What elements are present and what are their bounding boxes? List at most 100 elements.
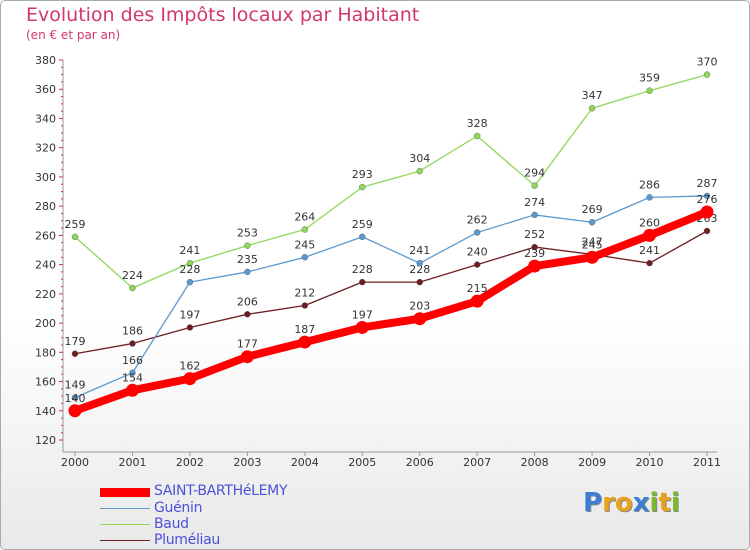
- data-label-saint-barth-lemy: 187: [294, 323, 315, 336]
- y-tick-label: 220: [35, 288, 56, 301]
- y-tick-label: 340: [35, 112, 56, 125]
- y-tick-label: 300: [35, 171, 56, 184]
- x-tick-label: 2008: [521, 456, 549, 469]
- x-tick-label: 2004: [291, 456, 319, 469]
- data-label-saint-barth-lemy: 177: [237, 338, 258, 351]
- data-label-gu-nin: 235: [237, 253, 258, 266]
- y-tick-label: 360: [35, 83, 56, 96]
- data-label-saint-barth-lemy: 276: [697, 193, 718, 206]
- y-tick-label: 380: [35, 54, 56, 67]
- x-tick-label: 2011: [693, 456, 721, 469]
- legend-label: Baud: [154, 516, 189, 532]
- data-point-saint-barth-lemy: [470, 294, 484, 308]
- x-tick-label: 2000: [61, 456, 89, 469]
- y-tick-label: 260: [35, 229, 56, 242]
- data-label-gu-nin: 166: [122, 354, 143, 367]
- chart-subtitle: (en € et par an): [26, 28, 121, 42]
- data-label-plum-liau: 212: [294, 287, 315, 300]
- data-point-gu-nin: [588, 219, 596, 226]
- data-label-baud: 328: [467, 117, 488, 130]
- data-label-baud: 304: [409, 152, 430, 165]
- data-point-saint-barth-lemy: [183, 372, 197, 386]
- data-point-plum-liau: [473, 261, 481, 268]
- data-point-saint-barth-lemy: [125, 383, 139, 397]
- data-label-gu-nin: 259: [352, 218, 373, 231]
- data-label-gu-nin: 149: [65, 379, 86, 392]
- data-point-gu-nin: [473, 229, 481, 236]
- data-label-baud: 224: [122, 269, 143, 282]
- data-label-saint-barth-lemy: 162: [179, 360, 200, 373]
- data-label-baud: 253: [237, 227, 258, 240]
- y-tick-label: 280: [35, 200, 56, 213]
- legend-label: Guénin: [154, 500, 203, 516]
- data-label-plum-liau: 197: [179, 308, 200, 321]
- data-label-baud: 359: [639, 72, 660, 85]
- data-label-gu-nin: 245: [294, 238, 315, 251]
- y-tick-label: 200: [35, 317, 56, 330]
- data-point-saint-barth-lemy: [700, 205, 714, 219]
- proxiti-logo: Proxiti: [583, 488, 680, 518]
- data-point-baud: [359, 183, 366, 191]
- y-tick-label: 140: [35, 405, 56, 418]
- data-label-plum-liau: 240: [467, 246, 488, 259]
- legend-label: Pluméliau: [154, 532, 220, 548]
- y-tick-label: 120: [35, 434, 56, 447]
- data-point-baud: [71, 233, 79, 241]
- x-tick-label: 2002: [176, 456, 204, 469]
- data-point-gu-nin: [646, 194, 653, 201]
- data-label-plum-liau: 179: [65, 335, 86, 348]
- y-tick-label: 180: [35, 346, 56, 359]
- data-point-plum-liau: [359, 278, 366, 286]
- data-point-baud: [703, 71, 711, 78]
- data-label-baud: 259: [65, 218, 86, 231]
- data-point-baud: [186, 259, 194, 267]
- y-tick-label: 240: [35, 259, 56, 272]
- data-label-plum-liau: 241: [639, 244, 660, 257]
- data-point-saint-barth-lemy: [68, 404, 82, 418]
- chart-title: Evolution des Impôts locaux par Habitant: [26, 4, 420, 26]
- series-line-saint-barth-lemy: [71, 208, 711, 415]
- data-point-gu-nin: [703, 192, 711, 200]
- data-label-saint-barth-lemy: 245: [582, 238, 603, 251]
- data-label-gu-nin: 274: [524, 196, 545, 209]
- legend-swatch-plumeliau: [100, 540, 150, 541]
- data-point-plum-liau: [703, 227, 711, 235]
- x-tick-label: 2009: [578, 456, 606, 469]
- data-label-plum-liau: 186: [122, 325, 143, 338]
- data-label-baud: 347: [582, 89, 603, 102]
- data-label-plum-liau: 206: [237, 295, 258, 308]
- data-point-baud: [301, 226, 309, 233]
- data-point-gu-nin: [129, 369, 136, 376]
- series-line-gu-nin: [74, 195, 708, 399]
- data-label-baud: 370: [697, 56, 718, 69]
- data-label-baud: 294: [524, 167, 545, 180]
- data-label-gu-nin: 286: [639, 178, 660, 191]
- data-point-saint-barth-lemy: [240, 350, 254, 364]
- x-tick-label: 2001: [118, 456, 146, 469]
- data-label-plum-liau: 247: [582, 235, 603, 248]
- data-label-saint-barth-lemy: 197: [352, 308, 373, 321]
- data-point-baud: [473, 132, 481, 140]
- data-point-gu-nin: [71, 394, 79, 401]
- data-point-plum-liau: [129, 340, 136, 347]
- data-label-saint-barth-lemy: 140: [65, 392, 86, 405]
- data-label-gu-nin: 228: [179, 263, 200, 276]
- data-label-baud: 264: [294, 211, 315, 224]
- y-tick-label: 160: [35, 376, 56, 389]
- data-label-saint-barth-lemy: 239: [524, 247, 545, 260]
- data-label-plum-liau: 252: [524, 228, 545, 241]
- data-label-saint-barth-lemy: 260: [639, 216, 660, 229]
- x-tick-label: 2007: [463, 456, 491, 469]
- data-point-gu-nin: [359, 233, 366, 241]
- data-label-plum-liau: 228: [352, 263, 373, 276]
- data-point-baud: [588, 105, 596, 112]
- data-point-plum-liau: [416, 278, 423, 286]
- data-point-plum-liau: [646, 259, 653, 267]
- data-point-saint-barth-lemy: [643, 228, 657, 242]
- data-point-saint-barth-lemy: [585, 250, 599, 264]
- legend-label: SAINT-BARTHéLEMY: [154, 483, 288, 499]
- data-point-baud: [129, 284, 136, 292]
- data-point-saint-barth-lemy: [413, 312, 427, 326]
- data-point-baud: [244, 242, 251, 249]
